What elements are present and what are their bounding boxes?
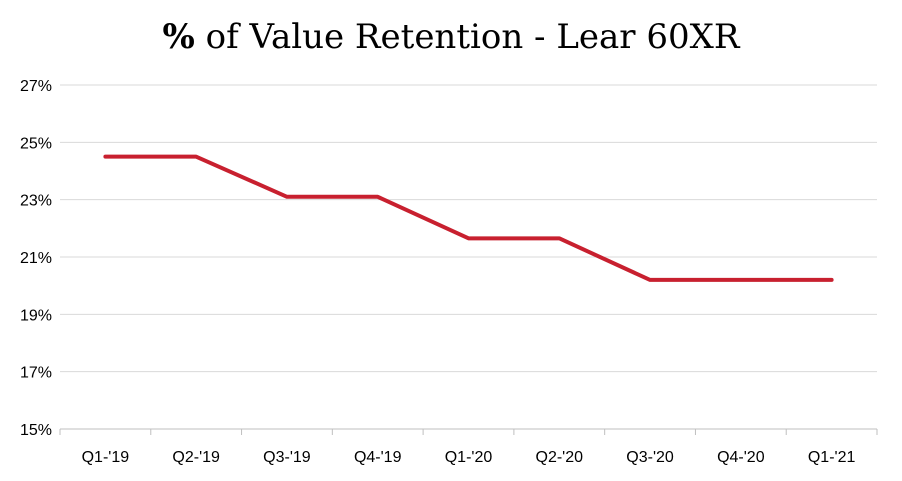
y-tick-label: 27% <box>20 78 52 95</box>
x-tick-label: Q3-'20 <box>626 449 674 466</box>
x-axis <box>59 428 878 435</box>
x-tick-label: Q4-'19 <box>354 449 402 466</box>
series-layer <box>103 154 834 282</box>
y-tick-label: 17% <box>20 365 52 382</box>
chart-title-prefix: % <box>163 17 195 57</box>
gridlines <box>60 84 877 373</box>
x-tick-label: Q4-'20 <box>717 449 765 466</box>
x-tick-label: Q2-'20 <box>536 449 584 466</box>
chart-title-text: of Value Retention - Lear 60XR <box>195 17 741 57</box>
chart-title: % of Value Retention - Lear 60XR <box>163 17 741 57</box>
y-tick-label: 21% <box>20 250 52 267</box>
y-tick-label: 23% <box>20 193 52 210</box>
x-tick-label: Q2-'19 <box>172 449 220 466</box>
x-tick-label: Q1-'19 <box>82 449 130 466</box>
x-axis-tick-labels: Q1-'19 Q2-'19 Q3-'19 Q4-'19 Q1-'20 Q2-'20 Q3-'… <box>82 449 856 466</box>
y-tick-label: 25% <box>20 135 52 152</box>
series-line <box>103 154 834 282</box>
y-axis-tick-labels: 15% 17% 19% 21% 23% 25% 27% <box>20 78 52 439</box>
y-tick-label: 19% <box>20 307 52 324</box>
x-tick-label: Q3-'19 <box>263 449 311 466</box>
x-tick-label: Q1-'21 <box>808 449 856 466</box>
y-tick-label: 15% <box>20 422 52 439</box>
x-tick-label: Q1-'20 <box>445 449 493 466</box>
